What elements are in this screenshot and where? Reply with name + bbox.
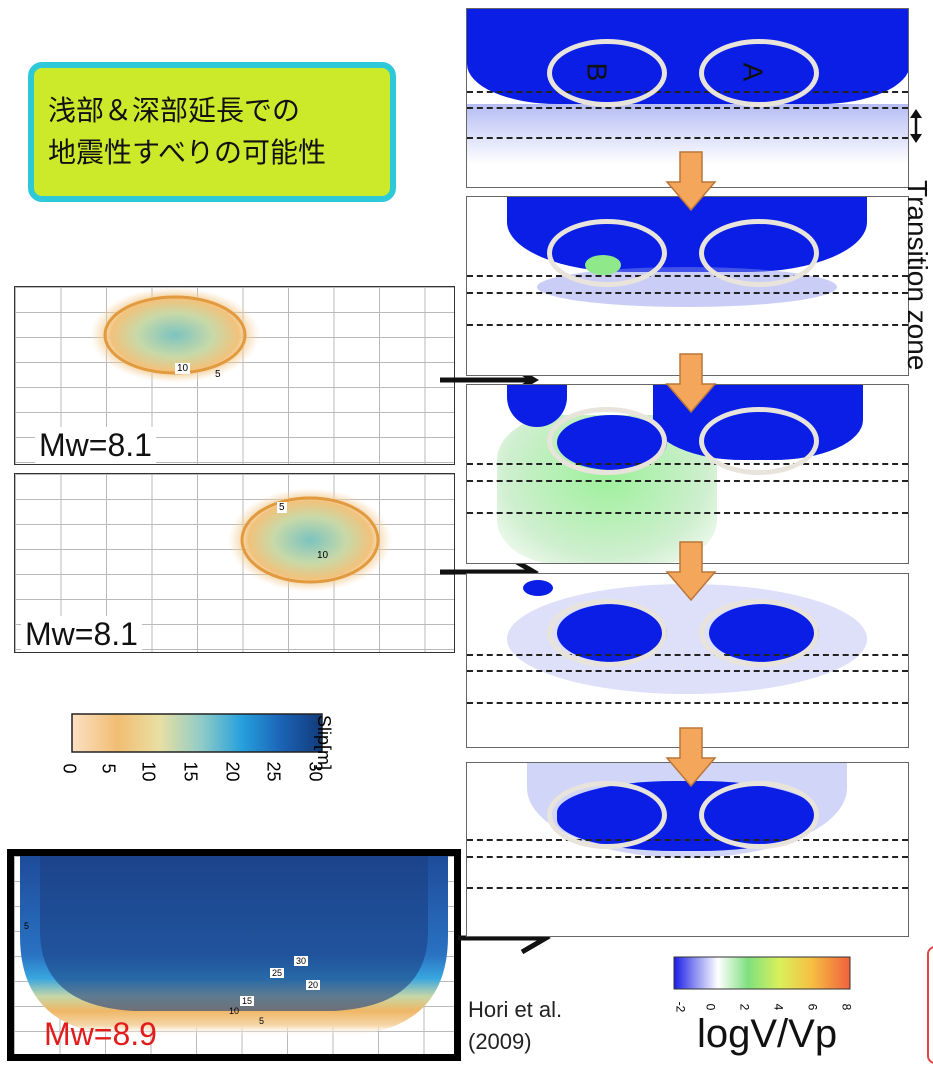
orange-arrow-4 — [665, 727, 717, 788]
contour-label-10c: 10 — [229, 1006, 240, 1016]
v-tick-0: 0 — [703, 1003, 718, 1011]
mw-label-2: Mw=8.1 — [21, 616, 142, 652]
v-tick-8: 8 — [839, 1003, 854, 1011]
sim-panel-5 — [466, 762, 909, 937]
orange-arrow-1 — [665, 151, 717, 212]
slip-tick-5: 5 — [98, 763, 119, 774]
asperity-label-b: B — [581, 62, 613, 82]
contour-label-20: 20 — [306, 980, 321, 990]
contour-label-10: 10 — [175, 363, 191, 374]
v-tick-6: 6 — [805, 1003, 820, 1011]
citation: Hori et al. (2009) — [468, 994, 562, 1058]
contour-label-30: 30 — [294, 956, 309, 966]
sim-panel-2 — [466, 196, 909, 376]
mw-label-3: Mw=8.9 — [44, 1016, 157, 1052]
contour-label-5d: 5 — [24, 921, 30, 931]
slip-colorbar-label: Slip[m] — [314, 714, 335, 771]
slip-tick-10: 10 — [138, 761, 159, 782]
sim-panel-3 — [466, 384, 909, 564]
callout-line-1: 浅部＆深部延長での — [48, 94, 301, 127]
v-tick-4: 4 — [771, 1003, 786, 1011]
slip-tick-25: 25 — [263, 761, 284, 782]
sim-panel-4 — [466, 573, 909, 748]
double-arrow-icon — [910, 109, 922, 143]
slip-map-2: 5 10 Mw=8.1 — [14, 473, 455, 653]
v-tick-2: 2 — [737, 1003, 752, 1011]
mw-label-1: Mw=8.1 — [35, 427, 156, 464]
velocity-colorbar-label: logV/Vp — [697, 1012, 838, 1056]
callout-box: 浅部＆深部延長での 地震性すべりの可能性 — [28, 62, 396, 202]
contour-label-25: 25 — [270, 968, 285, 978]
contour-label-5b: 5 — [277, 502, 287, 513]
red-frame-edge — [927, 946, 933, 1064]
contour-label-10b: 10 — [317, 550, 329, 561]
slip-tick-20: 20 — [222, 761, 243, 782]
v-tick-neg2: -2 — [673, 1001, 688, 1013]
contour-label-5: 5 — [215, 369, 221, 380]
contour-label-5c: 5 — [259, 1016, 265, 1026]
orange-arrow-3 — [665, 541, 717, 602]
contour-label-15: 15 — [240, 996, 255, 1006]
slip-tick-15: 15 — [180, 761, 201, 782]
transition-zone-label: Transition zone — [902, 180, 933, 371]
slip-patch-2 — [228, 488, 392, 592]
orange-arrow-2 — [665, 353, 717, 414]
slip-colorbar — [71, 713, 323, 753]
slip-patch-3 — [20, 856, 448, 1036]
callout-line-2: 地震性すべりの可能性 — [48, 136, 327, 169]
citation-year: (2009) — [468, 1029, 532, 1054]
slip-tick-0: 0 — [59, 763, 80, 774]
citation-authors: Hori et al. — [468, 997, 563, 1022]
slip-map-1: 10 5 Mw=8.1 — [14, 286, 455, 465]
slip-map-3: 30 25 20 15 10 5 5 Mw=8.9 — [7, 849, 461, 1061]
velocity-colorbar — [673, 956, 851, 990]
asperity-label-a: A — [737, 62, 769, 82]
